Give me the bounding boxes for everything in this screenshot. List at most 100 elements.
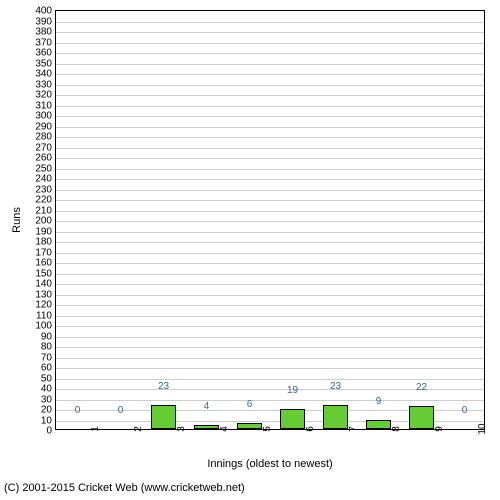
ytick-label: 110: [36, 310, 56, 321]
xtick-label: 6: [293, 426, 316, 432]
x-axis-label: Innings (oldest to newest): [207, 458, 332, 470]
gridline: [56, 64, 484, 65]
ytick-label: 390: [35, 16, 56, 27]
ytick-label: 50: [41, 373, 56, 384]
gridline: [56, 148, 484, 149]
xtick-label: 10: [465, 423, 488, 434]
ytick-label: 340: [35, 69, 56, 80]
gridline: [56, 305, 484, 306]
bar-value-label: 9: [376, 396, 382, 407]
gridline: [56, 190, 484, 191]
ytick-label: 100: [35, 321, 56, 332]
ytick-label: 20: [41, 405, 56, 416]
bar-value-label: 23: [158, 381, 169, 392]
bar-value-label: 0: [75, 405, 81, 416]
gridline: [56, 127, 484, 128]
xtick-label: 1: [78, 426, 101, 432]
gridline: [56, 400, 484, 401]
gridline: [56, 316, 484, 317]
gridline: [56, 274, 484, 275]
ytick-label: 240: [35, 174, 56, 185]
gridline: [56, 32, 484, 33]
gridline: [56, 116, 484, 117]
ytick-label: 400: [35, 6, 56, 17]
ytick-label: 80: [41, 342, 56, 353]
gridline: [56, 221, 484, 222]
gridline: [56, 179, 484, 180]
xtick-label: 9: [422, 426, 445, 432]
ytick-label: 170: [35, 247, 56, 258]
gridline: [56, 169, 484, 170]
bar-value-label: 23: [330, 381, 341, 392]
ytick-label: 120: [35, 300, 56, 311]
ytick-label: 330: [35, 79, 56, 90]
ytick-label: 210: [35, 205, 56, 216]
gridline: [56, 242, 484, 243]
ytick-label: 320: [35, 90, 56, 101]
ytick-label: 370: [35, 37, 56, 48]
ytick-label: 280: [35, 132, 56, 143]
ytick-label: 310: [35, 100, 56, 111]
ytick-label: 350: [35, 58, 56, 69]
gridline: [56, 85, 484, 86]
gridline: [56, 211, 484, 212]
ytick-label: 270: [35, 142, 56, 153]
bar-value-label: 22: [416, 382, 427, 393]
gridline: [56, 253, 484, 254]
ytick-label: 60: [41, 363, 56, 374]
ytick-label: 70: [41, 352, 56, 363]
gridline: [56, 326, 484, 327]
gridline: [56, 263, 484, 264]
gridline: [56, 284, 484, 285]
gridline: [56, 53, 484, 54]
gridline: [56, 74, 484, 75]
ytick-label: 200: [35, 216, 56, 227]
ytick-label: 160: [35, 258, 56, 269]
ytick-label: 220: [35, 195, 56, 206]
ytick-label: 130: [35, 289, 56, 300]
bar-value-label: 0: [118, 405, 124, 416]
ytick-label: 30: [41, 394, 56, 405]
xtick-label: 3: [164, 426, 187, 432]
gridline: [56, 106, 484, 107]
bar-value-label: 4: [204, 401, 210, 412]
gridline: [56, 158, 484, 159]
ytick-label: 40: [41, 384, 56, 395]
gridline: [56, 22, 484, 23]
xtick-label: 2: [121, 426, 144, 432]
gridline: [56, 358, 484, 359]
ytick-label: 380: [35, 27, 56, 38]
xtick-label: 8: [379, 426, 402, 432]
ytick-label: 300: [35, 111, 56, 122]
ytick-label: 290: [35, 121, 56, 132]
xtick-label: 7: [336, 426, 359, 432]
gridline: [56, 200, 484, 201]
ytick-label: 250: [35, 163, 56, 174]
gridline: [56, 137, 484, 138]
gridline: [56, 295, 484, 296]
plot-area: 0102030405060708090100110120130140150160…: [55, 10, 485, 430]
ytick-label: 0: [46, 426, 56, 437]
ytick-label: 150: [35, 268, 56, 279]
ytick-label: 260: [35, 153, 56, 164]
bar-value-label: 6: [247, 399, 253, 410]
ytick-label: 190: [35, 226, 56, 237]
gridline: [56, 337, 484, 338]
gridline: [56, 379, 484, 380]
bar-value-label: 0: [462, 405, 468, 416]
chart-container: 0102030405060708090100110120130140150160…: [0, 0, 500, 500]
ytick-label: 140: [35, 279, 56, 290]
gridline: [56, 95, 484, 96]
ytick-label: 180: [35, 237, 56, 248]
gridline: [56, 368, 484, 369]
ytick-label: 10: [41, 415, 56, 426]
gridline: [56, 347, 484, 348]
xtick-label: 4: [207, 426, 230, 432]
gridline: [56, 232, 484, 233]
copyright-footer: (C) 2001-2015 Cricket Web (www.cricketwe…: [4, 482, 245, 494]
bar-value-label: 19: [287, 385, 298, 396]
ytick-label: 90: [41, 331, 56, 342]
xtick-label: 5: [250, 426, 273, 432]
gridline: [56, 43, 484, 44]
ytick-label: 230: [35, 184, 56, 195]
